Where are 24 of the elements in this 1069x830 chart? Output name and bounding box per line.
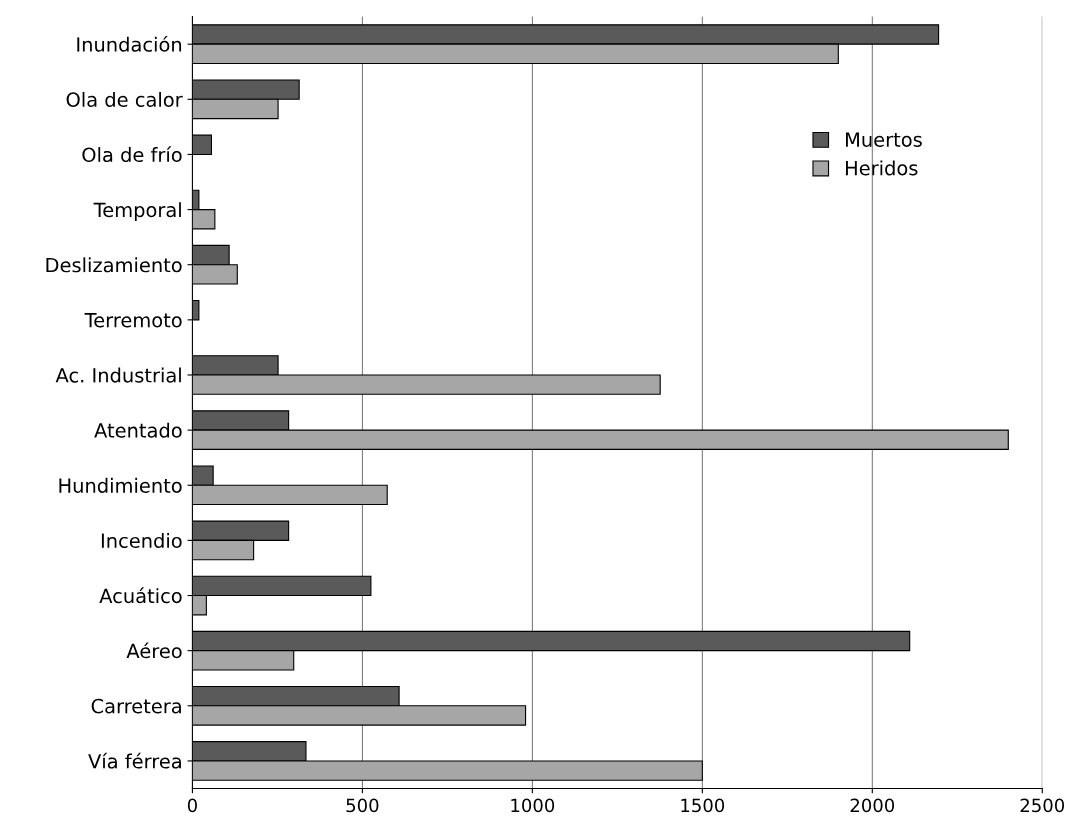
y-tick-label: Incendio [101,533,182,549]
y-tick-label: Deslizamiento [46,257,182,273]
y-tick-label: Temporal [93,202,181,222]
legend-label: Heridos [845,160,918,176]
y-tick-label: Hundimiento [59,477,182,493]
x-tick-label: 2500 [1020,798,1065,813]
y-tick-label: Acuático [99,587,182,604]
y-tick-label: Carretera [91,698,181,714]
y-tick-label: Ac. Industrial [55,367,181,383]
y-tick-label: Ola de frío [82,146,182,163]
x-tick-label: 2000 [850,798,895,813]
x-tick-label: 1000 [511,798,555,813]
bar [192,134,213,155]
y-tick-label: Inundación [77,36,182,52]
legend-label: Muertos [845,132,922,147]
y-tick-label: Ola de calor [66,91,183,107]
y-tick-label: Vía férrea [88,752,181,769]
bar [192,299,200,321]
x-tick-label: 500 [346,798,379,813]
x-tick-label: 0 [187,798,197,813]
y-tick-label: Atentado [94,422,182,438]
y-tick-label: Aéreo [126,642,182,659]
x-tick-label: 1500 [681,798,725,813]
y-tick-label: Terremoto [84,313,182,328]
